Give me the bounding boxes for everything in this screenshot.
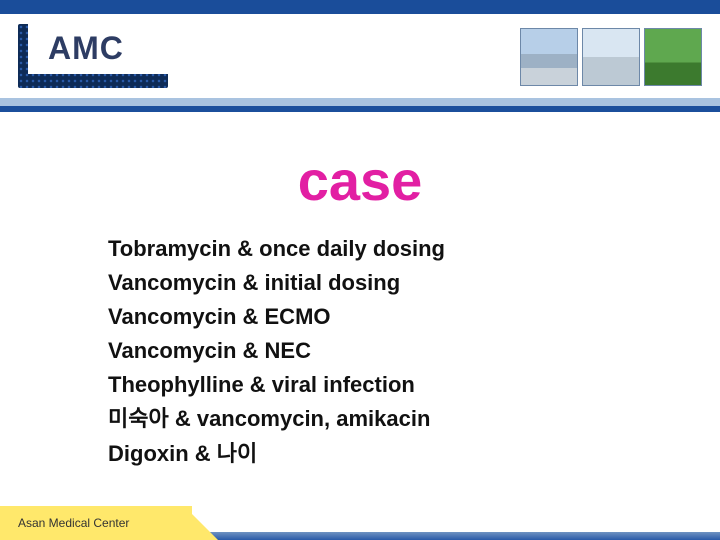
case-list: Tobramycin & once daily dosing Vancomyci… <box>108 232 445 471</box>
header-thumbnails <box>520 28 702 86</box>
list-item: 미숙아 & vancomycin, amikacin <box>108 402 445 436</box>
list-item: Vancomycin & NEC <box>108 334 445 368</box>
thumb-greenery <box>644 28 702 86</box>
thumb-building-1 <box>520 28 578 86</box>
top-blue-strip <box>0 0 720 14</box>
list-item: Vancomycin & ECMO <box>108 300 445 334</box>
footer-badge: Asan Medical Center <box>0 506 192 540</box>
list-item: Tobramycin & once daily dosing <box>108 232 445 266</box>
footer-org-text: Asan Medical Center <box>18 516 129 530</box>
thumb-building-2 <box>582 28 640 86</box>
footer-triangle <box>192 514 218 540</box>
footer-blue-bar <box>192 532 720 540</box>
list-item: Digoxin & 나이 <box>108 437 445 471</box>
logo-text: AMC <box>48 30 124 67</box>
page-title: case <box>0 148 720 213</box>
list-item: Theophylline & viral infection <box>108 368 445 402</box>
list-item: Vancomycin & initial dosing <box>108 266 445 300</box>
